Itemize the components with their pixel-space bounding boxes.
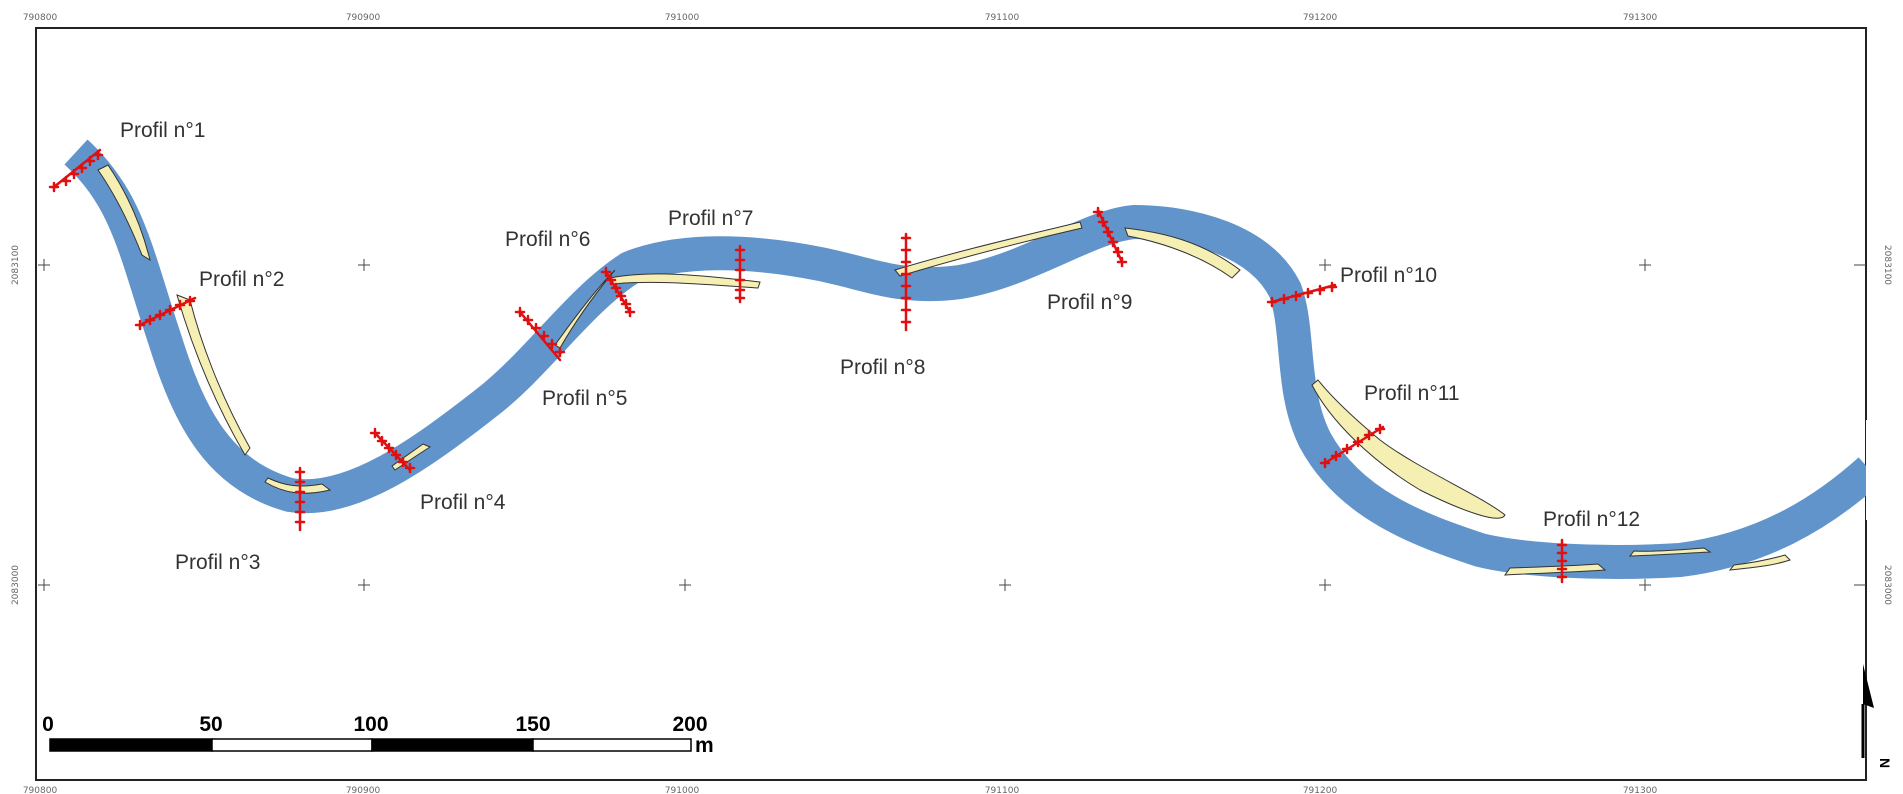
sandbar-11 — [1628, 547, 1712, 557]
profile-marker-11 — [1319, 423, 1386, 469]
profile-marker-12 — [1556, 538, 1568, 584]
x-tick-top-4: 791200 — [1303, 13, 1338, 23]
x-tick-bottom-3: 791100 — [985, 786, 1020, 794]
y-tick-left-0: 2083100 — [11, 245, 21, 285]
y-tick-labels: 2083100 2083000 2083100 2083000 — [11, 245, 1892, 606]
x-tick-top-1: 790900 — [346, 13, 381, 23]
profile-marker-6 — [600, 266, 636, 318]
scale-label-0: 0 — [42, 713, 54, 736]
profile-label-6: Profil n°6 — [505, 228, 590, 251]
profile-label-12: Profil n°12 — [1543, 508, 1640, 531]
x-tick-bottom-2: 791000 — [665, 786, 700, 794]
sandbar-9 — [1311, 379, 1506, 519]
profile-labels: Profil n°1 Profil n°2 Profil n°3 Profil … — [120, 119, 1640, 574]
x-tick-top-0: 790800 — [23, 13, 58, 23]
sandbar-6 — [609, 273, 761, 289]
sandbar-7 — [894, 221, 1083, 277]
scale-segment-4 — [532, 738, 692, 752]
scale-label-150: 150 — [515, 713, 550, 736]
sandbar-1 — [97, 164, 151, 262]
profile-label-9: Profil n°9 — [1047, 291, 1132, 314]
sandbar-12 — [1728, 554, 1791, 571]
y-tick-right-1: 2083000 — [1882, 565, 1892, 605]
grid-crosses — [38, 259, 1866, 591]
north-label: N — [1877, 758, 1893, 768]
x-tick-bottom-5: 791300 — [1623, 786, 1658, 794]
scale-label-50: 50 — [199, 713, 222, 736]
x-tick-top-5: 791300 — [1623, 13, 1658, 23]
map-frame — [35, 27, 1867, 781]
profile-label-4: Profil n°4 — [420, 491, 506, 514]
profile-label-3: Profil n°3 — [175, 551, 260, 574]
profile-label-5: Profil n°5 — [542, 387, 627, 410]
x-tick-top-2: 791000 — [665, 13, 700, 23]
scale-label-100: 100 — [353, 713, 388, 736]
profile-label-1: Profil n°1 — [120, 119, 205, 142]
profile-marker-4 — [369, 427, 416, 474]
sandbar-3 — [264, 477, 332, 494]
x-tick-bottom-1: 790900 — [346, 786, 381, 794]
scale-unit: m — [695, 734, 714, 757]
north-arrow-icon: N — [1861, 664, 1893, 768]
profile-label-8: Profil n°8 — [840, 356, 925, 379]
profile-marker-3 — [294, 466, 306, 532]
x-tick-bottom-0: 790800 — [23, 786, 58, 794]
river-channel — [64, 139, 1882, 579]
profile-marker-10 — [1266, 281, 1338, 308]
profile-marker-8 — [900, 232, 912, 332]
profile-marker-9 — [1092, 206, 1128, 268]
scale-segment-3 — [371, 738, 534, 752]
profile-label-11: Profil n°11 — [1364, 382, 1460, 405]
river-edge-mask — [1866, 420, 1886, 520]
y-tick-left-1: 2083000 — [11, 565, 21, 605]
profile-marker-5 — [514, 306, 566, 362]
profile-label-2: Profil n°2 — [199, 268, 284, 291]
profile-marker-7 — [734, 244, 746, 304]
profile-label-10: Profil n°10 — [1340, 264, 1437, 287]
sandbar-4 — [391, 443, 432, 471]
x-tick-labels-bottom: 790800 790900 791000 791100 791200 79130… — [23, 786, 1658, 794]
y-tick-right-0: 2083100 — [1882, 245, 1892, 285]
profile-markers — [48, 148, 1568, 584]
scale-bar: 0 50 100 150 200 m — [42, 713, 714, 757]
profile-label-7: Profil n°7 — [668, 207, 753, 230]
profile-marker-2 — [134, 295, 197, 331]
sandbar-2 — [176, 294, 251, 456]
scale-segment-1 — [49, 738, 213, 752]
sandbars — [97, 164, 1791, 576]
scale-label-200: 200 — [672, 713, 707, 736]
x-tick-bottom-4: 791200 — [1303, 786, 1338, 794]
x-tick-labels-top: 790800 790900 791000 791100 791200 79130… — [23, 13, 1658, 23]
sandbar-10 — [1503, 563, 1607, 576]
profile-marker-1 — [48, 148, 104, 193]
sandbar-8 — [1124, 227, 1241, 279]
x-tick-top-3: 791100 — [985, 13, 1020, 23]
scale-segment-2 — [211, 738, 373, 752]
